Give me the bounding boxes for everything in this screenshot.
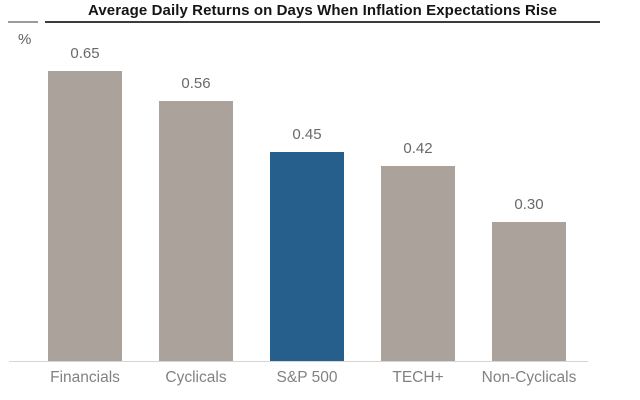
category-label-non-cyclicals: Non-Cyclicals xyxy=(481,369,577,386)
bar-non-cyclicals xyxy=(492,221,566,361)
y-axis-unit-label: % xyxy=(18,31,32,48)
chart-title: Average Daily Returns on Days When Infla… xyxy=(87,2,558,19)
category-label-financials: Financials xyxy=(50,369,120,386)
bar-group-sp500: 0.45 S&P 500 xyxy=(270,45,344,386)
title-underline xyxy=(45,21,600,23)
title-rule-left-segment xyxy=(8,21,38,23)
bar-value-label: 0.56 xyxy=(181,74,211,92)
bar-value-label: 0.42 xyxy=(403,139,433,157)
bar-group-tech-plus: 0.42 TECH+ xyxy=(381,45,455,386)
category-label-tech-plus: TECH+ xyxy=(392,369,444,386)
bar-tech-plus xyxy=(381,165,455,361)
bar-financials xyxy=(48,71,122,361)
bar-value-label: 0.45 xyxy=(292,125,322,143)
bar-value-label: 0.65 xyxy=(70,45,100,62)
x-axis-line xyxy=(9,361,588,362)
plot-area: 0.65 Financials 0.56 Cyclicals 0.45 S&P … xyxy=(48,45,577,386)
bar-group-cyclicals: 0.56 Cyclicals xyxy=(159,45,233,386)
category-label-sp500: S&P 500 xyxy=(276,369,338,386)
bar-sp500-highlighted xyxy=(270,151,344,361)
bar-cyclicals xyxy=(159,100,233,361)
bar-group-financials: 0.65 Financials xyxy=(48,45,122,386)
bar-value-label: 0.30 xyxy=(514,195,544,213)
category-label-cyclicals: Cyclicals xyxy=(165,369,227,386)
bar-group-non-cyclicals: 0.30 Non-Cyclicals xyxy=(482,45,577,386)
